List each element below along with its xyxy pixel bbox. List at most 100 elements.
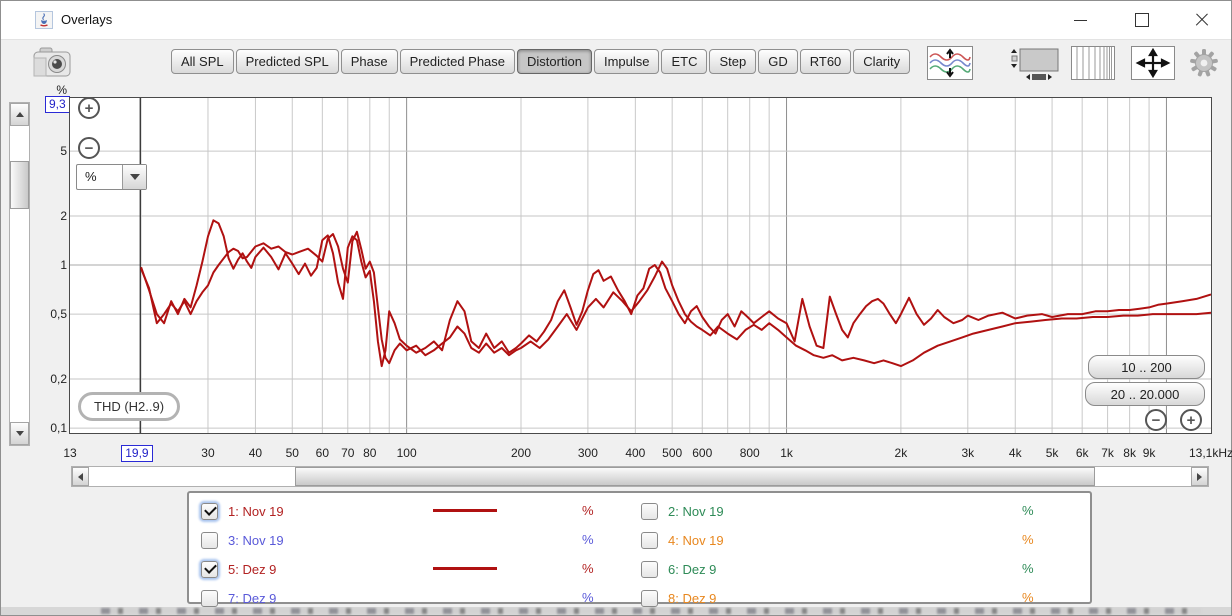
minimize-icon <box>1073 19 1087 21</box>
trace-curve-2 <box>140 230 1212 368</box>
legend-row-7: 7: Dez 9 <box>201 586 276 610</box>
java-app-icon <box>35 11 53 29</box>
trace-label[interactable]: 7: Dez 9 <box>228 590 277 606</box>
tab-phase[interactable]: Phase <box>340 49 398 74</box>
frequency-grid-icon[interactable] <box>1071 46 1115 80</box>
x-tick-label: 5k <box>1045 446 1059 460</box>
chevron-down-icon <box>129 174 140 180</box>
tab-impulse[interactable]: Impulse <box>593 49 660 74</box>
x-tick-label: 13,1kHz <box>1188 446 1232 460</box>
trace-label[interactable]: 1: Nov 19 <box>228 503 284 519</box>
plot-area[interactable] <box>69 97 1212 434</box>
x-zoom-out-button[interactable]: − <box>1145 409 1167 431</box>
trace-unit-label: % <box>582 590 594 605</box>
trace-checkbox-5[interactable] <box>201 560 218 578</box>
trace-line-sample <box>433 509 497 512</box>
distortion-chart <box>70 98 1212 433</box>
tab-rt60[interactable]: RT60 <box>799 49 852 74</box>
tab-all-spl[interactable]: All SPL <box>171 49 234 74</box>
y-tick-label: 0,2 <box>50 372 67 386</box>
tab-clarity[interactable]: Clarity <box>853 49 911 74</box>
y-tick-label: 1 <box>60 258 67 273</box>
trace-unit-label: % <box>582 561 594 576</box>
thd-mode-label[interactable]: THD (H2..9) <box>78 392 181 421</box>
arrow-down-icon <box>15 431 24 436</box>
y-zoom-out-button[interactable]: − <box>78 137 100 159</box>
y-unit-selector-value: % <box>85 169 97 184</box>
x-tick-label: 400 <box>625 446 646 460</box>
trace-checkbox-6[interactable] <box>641 560 658 578</box>
tab-predicted-spl[interactable]: Predicted SPL <box>235 49 339 74</box>
scroll-left-button[interactable] <box>72 467 89 486</box>
y-axis-unit-label: % <box>56 83 67 97</box>
close-icon <box>1194 12 1210 28</box>
maximize-icon <box>1135 13 1149 27</box>
trace-label[interactable]: 2: Nov 19 <box>668 503 724 519</box>
pan-view-icon[interactable] <box>1006 45 1062 83</box>
trace-checkbox-3[interactable] <box>201 531 218 549</box>
minimize-button[interactable] <box>1057 1 1103 39</box>
capture-graph-button[interactable] <box>30 45 74 81</box>
legend-row-8: 8: Dez 9 <box>641 586 716 610</box>
x-tick-label: 9k <box>1142 446 1156 460</box>
scroll-right-button[interactable] <box>1191 467 1208 486</box>
tab-predicted-phase[interactable]: Predicted Phase <box>399 49 516 74</box>
trace-line-sample <box>433 567 497 570</box>
legend-row-2: 2: Nov 19 <box>641 499 724 523</box>
fit-to-data-icon[interactable] <box>1131 46 1175 80</box>
occluded-text-blur <box>101 608 1201 614</box>
x-tick-label: 8k <box>1123 446 1136 460</box>
trace-label[interactable]: 3: Nov 19 <box>228 532 284 548</box>
y-tick-label: 5 <box>60 144 67 159</box>
freq-range-20-20000-button[interactable]: 20 .. 20.000 <box>1085 382 1205 406</box>
scroll-down-button[interactable] <box>10 422 29 445</box>
x-tick-label: 600 <box>692 446 713 460</box>
trace-curve-1 <box>140 219 1212 368</box>
maximize-button[interactable] <box>1119 1 1165 39</box>
horizontal-scrollbar-thumb[interactable] <box>295 467 1095 486</box>
legend-row-4: 4: Nov 19 <box>641 528 724 552</box>
y-zoom-in-button[interactable]: + <box>78 97 100 119</box>
settings-gear-icon[interactable] <box>1189 48 1219 78</box>
x-tick-label: 3k <box>961 446 975 460</box>
trace-checkbox-7[interactable] <box>201 589 218 607</box>
tab-gd[interactable]: GD <box>758 49 798 74</box>
vertical-scrollbar[interactable] <box>9 102 30 446</box>
titlebar: Overlays <box>1 1 1231 40</box>
y-tick-label: 2 <box>60 208 67 223</box>
trace-unit-label: % <box>1022 503 1034 518</box>
freq-range-10-200-button[interactable]: 10 .. 200 <box>1088 355 1205 379</box>
x-tick-label: 13 <box>63 446 77 460</box>
trace-label[interactable]: 6: Dez 9 <box>668 561 717 577</box>
scroll-up-button[interactable] <box>10 103 29 126</box>
y-unit-selector-dropdown-button[interactable] <box>122 165 146 189</box>
x-tick-label: 1k <box>780 446 793 460</box>
x-tick-label: 6k <box>1075 446 1089 460</box>
trace-label[interactable]: 5: Dez 9 <box>228 561 277 577</box>
trace-checkbox-1[interactable] <box>201 502 218 520</box>
x-tick-label: 300 <box>577 446 598 460</box>
tab-etc[interactable]: ETC <box>661 49 708 74</box>
trace-unit-label: % <box>1022 532 1034 547</box>
trace-label[interactable]: 8: Dez 9 <box>668 590 717 606</box>
arrow-up-icon <box>15 112 24 117</box>
tab-step[interactable]: Step <box>709 49 757 74</box>
trace-unit-label: % <box>1022 561 1034 576</box>
vertical-scrollbar-thumb[interactable] <box>10 161 29 209</box>
arrow-left-icon <box>78 472 83 481</box>
x-tick-label: 800 <box>739 446 760 460</box>
trace-label[interactable]: 4: Nov 19 <box>668 532 724 548</box>
trace-checkbox-8[interactable] <box>641 589 658 607</box>
close-button[interactable] <box>1179 1 1225 39</box>
align-traces-icon[interactable] <box>927 46 973 80</box>
trace-checkbox-2[interactable] <box>641 502 658 520</box>
legend-row-1: 1: Nov 19 <box>201 499 284 523</box>
tab-distortion[interactable]: Distortion <box>517 49 592 74</box>
x-zoom-in-button[interactable]: + <box>1180 409 1202 431</box>
y-unit-selector[interactable]: % <box>76 164 147 190</box>
horizontal-scrollbar[interactable] <box>71 466 1209 487</box>
x-tick-label: 80 <box>363 446 377 460</box>
trace-checkbox-4[interactable] <box>641 531 658 549</box>
cursor-x-readout: 19,9 <box>121 445 153 462</box>
